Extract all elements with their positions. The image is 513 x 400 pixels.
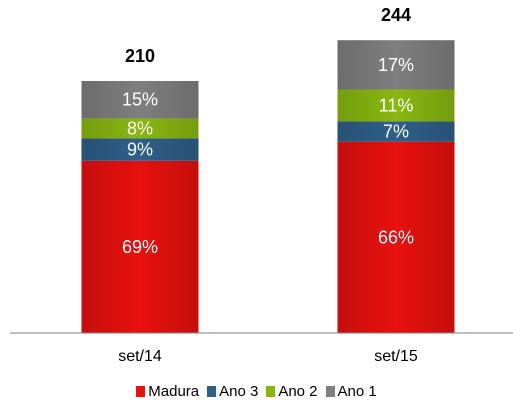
stacked-bar-chart: 69% 9%8% 15% 210 set/14 66% 7% 11% 17% 244 set/15 (10, 5, 513, 365)
legend-item: Ano 1 (325, 382, 377, 400)
legend-label: Ano 2 (278, 382, 318, 400)
segment-label: 15% (122, 90, 158, 110)
legend-swatch (325, 385, 335, 397)
legend-label: Madura (148, 382, 200, 400)
bar-total-label: 210 (125, 46, 155, 66)
bar-segment-ano-1-set-15 (337, 40, 455, 90)
legend-label: Ano 1 (337, 382, 377, 400)
bars-layer (81, 40, 455, 333)
segment-label: 9% (127, 140, 153, 160)
segment-label: 7% (383, 122, 409, 142)
legend: Madura Ano 3 Ano 2 Ano 1 (0, 382, 513, 400)
legend-swatch (136, 385, 146, 397)
legend-label: Ano 3 (219, 382, 259, 400)
bar-segment-ano-2-set-14 (81, 118, 199, 139)
bar-segment-ano-2-set-15 (337, 89, 455, 122)
legend-item: Madura (136, 383, 199, 400)
legend-item: Ano 3 (207, 383, 258, 400)
labels-layer: 69% 9%8% 15% 210 set/14 66% 7% 11% 17% 244 set/15 (118, 5, 418, 365)
x-tick-label: set/14 (118, 348, 162, 365)
bar-total-label: 244 (381, 5, 411, 25)
segment-label: 17% (378, 55, 414, 75)
segment-label: 8% (127, 118, 153, 138)
segment-label: 11% (379, 95, 414, 115)
legend-item: Ano 2 (266, 382, 318, 400)
legend-swatch (266, 385, 276, 397)
bar-segment-madura-set-14 (81, 160, 199, 333)
segment-label: 69% (122, 237, 158, 257)
legend-swatch (207, 385, 217, 397)
bar-segment-ano-3-set-14 (81, 138, 199, 161)
bar-segment-ano-3-set-15 (337, 121, 455, 142)
x-tick-label: set/15 (374, 348, 418, 365)
bar-segment-ano-1-set-14 (81, 81, 199, 119)
segment-label: 66% (378, 227, 414, 247)
bar-segment-madura-set-15 (337, 141, 455, 333)
